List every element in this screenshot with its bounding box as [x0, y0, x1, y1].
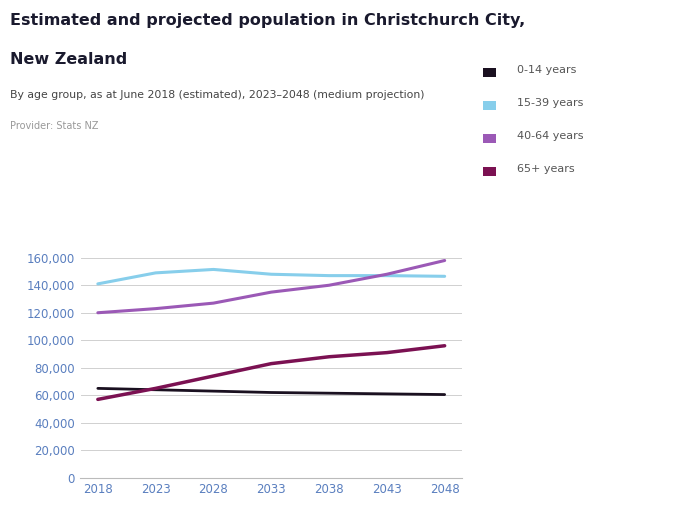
Text: 15-39 years: 15-39 years — [517, 98, 583, 108]
Text: 0-14 years: 0-14 years — [517, 65, 576, 75]
Text: Estimated and projected population in Christchurch City,: Estimated and projected population in Ch… — [10, 13, 526, 28]
Text: figure.nz: figure.nz — [561, 22, 659, 40]
Text: New Zealand: New Zealand — [10, 52, 127, 68]
Text: Provider: Stats NZ: Provider: Stats NZ — [10, 121, 99, 131]
Text: 40-64 years: 40-64 years — [517, 131, 583, 141]
Text: By age group, as at June 2018 (estimated), 2023–2048 (medium projection): By age group, as at June 2018 (estimated… — [10, 90, 425, 100]
Text: 65+ years: 65+ years — [517, 164, 574, 174]
